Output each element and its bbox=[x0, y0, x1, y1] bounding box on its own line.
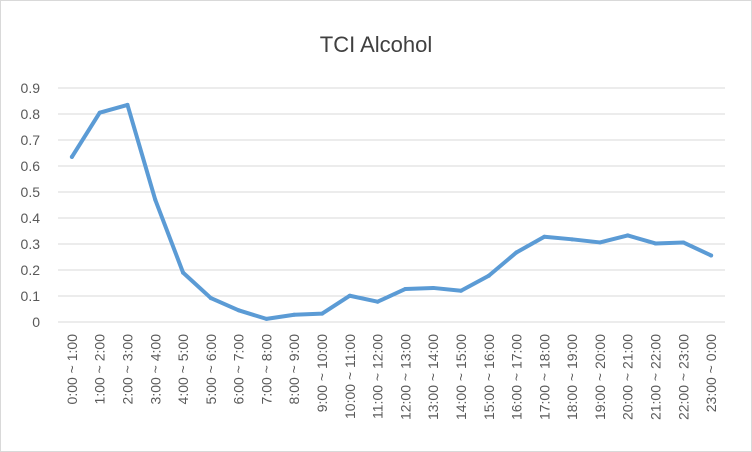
x-tick-label: 19:00 ~ 20:00 bbox=[592, 334, 608, 420]
data-point bbox=[625, 233, 630, 238]
x-tick-label: 2:00 ~ 3:00 bbox=[119, 334, 135, 405]
data-point bbox=[431, 285, 436, 290]
data-point bbox=[125, 102, 130, 107]
data-point bbox=[320, 311, 325, 316]
x-tick-label: 7:00 ~ 8:00 bbox=[258, 334, 274, 405]
data-point bbox=[597, 240, 602, 245]
y-tick-label: 0.8 bbox=[21, 106, 41, 122]
x-tick-label: 9:00 ~ 10:00 bbox=[314, 334, 330, 412]
x-tick-label: 1:00 ~ 2:00 bbox=[92, 334, 108, 405]
x-tick-label: 20:00 ~ 21:00 bbox=[620, 334, 636, 420]
data-point bbox=[681, 240, 686, 245]
x-axis-ticks: 0:00 ~ 1:00 1:00 ~ 2:00 2:00 ~ 3:00 3:00 ~ … bbox=[64, 334, 719, 420]
y-tick-label: 0.1 bbox=[21, 288, 41, 304]
x-tick-label: 17:00 ~ 18:00 bbox=[536, 334, 552, 420]
data-point bbox=[292, 312, 297, 317]
data-point bbox=[570, 237, 575, 242]
x-tick-label: 11:00 ~ 12:00 bbox=[370, 334, 386, 419]
x-tick-label: 16:00 ~ 17:00 bbox=[509, 334, 525, 420]
data-point bbox=[542, 234, 547, 239]
x-tick-label: 21:00 ~ 22:00 bbox=[648, 334, 664, 420]
data-point bbox=[153, 197, 158, 202]
x-tick-label: 13:00 ~ 14:00 bbox=[425, 334, 441, 420]
data-point bbox=[181, 270, 186, 275]
chart-title: TCI Alcohol bbox=[320, 32, 433, 57]
series-layer bbox=[69, 102, 714, 321]
y-tick-label: 0.4 bbox=[21, 210, 41, 226]
x-tick-label: 22:00 ~ 23:00 bbox=[675, 334, 691, 420]
data-point bbox=[458, 288, 463, 293]
x-tick-label: 5:00 ~ 6:00 bbox=[203, 334, 219, 405]
data-point bbox=[514, 250, 519, 255]
y-axis-ticks: 0 0.1 0.2 0.3 0.4 0.5 0.6 0.7 0.8 0.9 bbox=[21, 80, 41, 330]
gridlines bbox=[58, 87, 725, 323]
data-point bbox=[97, 110, 102, 115]
x-tick-label: 3:00 ~ 4:00 bbox=[147, 334, 163, 405]
data-point bbox=[236, 308, 241, 313]
y-tick-label: 0.3 bbox=[21, 236, 41, 252]
x-tick-label: 18:00 ~ 19:00 bbox=[564, 334, 580, 420]
data-point bbox=[264, 316, 269, 321]
x-tick-label: 14:00 ~ 15:00 bbox=[453, 334, 469, 420]
series-line-0 bbox=[69, 102, 714, 321]
y-tick-label: 0.2 bbox=[21, 262, 41, 278]
data-point bbox=[69, 154, 74, 159]
x-tick-label: 0:00 ~ 1:00 bbox=[64, 334, 80, 405]
x-tick-label: 23:00 ~ 0:00 bbox=[703, 334, 719, 412]
data-point bbox=[709, 253, 714, 258]
x-tick-label: 10:00 ~ 11:00 bbox=[342, 334, 358, 419]
y-tick-label: 0 bbox=[32, 314, 40, 330]
data-point bbox=[375, 299, 380, 304]
data-point bbox=[653, 241, 658, 246]
x-tick-label: 4:00 ~ 5:00 bbox=[175, 334, 191, 405]
x-tick-label: 12:00 ~ 13:00 bbox=[397, 334, 413, 420]
data-point bbox=[403, 286, 408, 291]
y-tick-label: 0.7 bbox=[21, 132, 41, 148]
y-tick-label: 0.6 bbox=[21, 158, 41, 174]
x-tick-label: 8:00 ~ 9:00 bbox=[286, 334, 302, 405]
x-tick-label: 6:00 ~ 7:00 bbox=[231, 334, 247, 405]
y-tick-label: 0.9 bbox=[21, 80, 41, 96]
data-point bbox=[486, 273, 491, 278]
x-tick-label: 15:00 ~ 16:00 bbox=[481, 334, 497, 420]
data-point bbox=[208, 296, 213, 301]
data-point bbox=[347, 293, 352, 298]
y-tick-label: 0.5 bbox=[21, 184, 41, 200]
